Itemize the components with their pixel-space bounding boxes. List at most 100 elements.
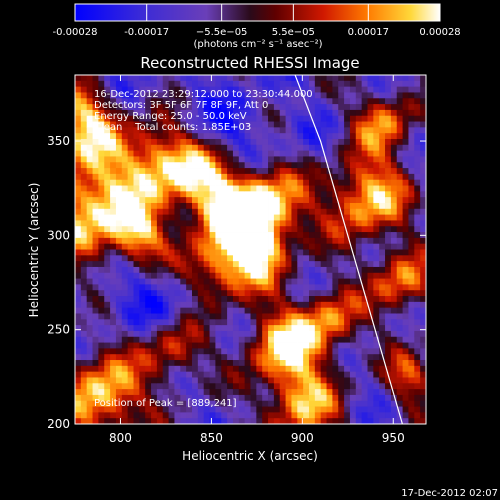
heatmap-cell — [373, 156, 380, 163]
heatmap-cell — [344, 168, 351, 175]
heatmap-cell — [227, 354, 234, 361]
heatmap-cell — [92, 162, 99, 169]
heatmap-cell — [250, 371, 257, 378]
heatmap-cell — [192, 412, 199, 419]
heatmap-cell — [338, 313, 345, 320]
heatmap-cell — [133, 383, 140, 390]
heatmap-cell — [232, 377, 240, 384]
heatmap-cell — [203, 296, 210, 303]
heatmap-cell — [180, 307, 187, 314]
heatmap-cell — [297, 185, 304, 192]
heatmap-cell — [285, 232, 292, 239]
heatmap-cell — [279, 104, 286, 111]
heatmap-cell — [279, 226, 286, 233]
heatmap-cell — [279, 330, 286, 338]
heatmap-cell — [110, 226, 117, 233]
heatmap-cell — [156, 191, 164, 198]
heatmap-cell — [326, 104, 333, 111]
heatmap-cell — [209, 92, 216, 99]
heatmap-cell — [127, 121, 134, 128]
heatmap-cell — [104, 185, 111, 192]
heatmap-cell — [379, 412, 386, 419]
heatmap-cell — [262, 377, 269, 384]
heatmap-cell — [250, 156, 257, 163]
heatmap-cell — [162, 418, 169, 424]
heatmap-cell — [262, 394, 269, 402]
heatmap-cell — [291, 138, 298, 146]
annotation-block: 16-Dec-2012 23:29:12.000 to 23:30:44.000… — [94, 89, 313, 133]
heatmap-cell — [273, 336, 281, 343]
heatmap-cell — [291, 179, 298, 186]
heatmap-cell — [139, 243, 146, 250]
heatmap-cell — [162, 360, 169, 367]
heatmap-cell — [408, 255, 415, 262]
heatmap-cell — [285, 109, 292, 117]
heatmap-cell — [139, 214, 146, 221]
heatmap-cell — [408, 278, 415, 285]
heatmap-cell — [127, 133, 134, 140]
heatmap-cell — [197, 412, 205, 419]
heatmap-cell — [209, 313, 216, 320]
heatmap-cell — [332, 104, 339, 111]
heatmap-cell — [367, 307, 374, 314]
heatmap-cell — [180, 75, 187, 82]
heatmap-cell — [390, 412, 398, 419]
heatmap-cell — [209, 121, 216, 128]
heatmap-cell — [244, 197, 251, 204]
heatmap-cell — [80, 266, 88, 274]
heatmap-cell — [115, 301, 123, 309]
heatmap-cell — [180, 389, 187, 396]
heatmap-cell — [127, 325, 134, 332]
heatmap-cell — [309, 266, 316, 274]
heatmap-cell — [309, 348, 316, 355]
heatmap-cell — [151, 168, 158, 175]
heatmap-cell — [338, 348, 345, 355]
heatmap-cell — [268, 243, 275, 250]
heatmap-cell — [110, 162, 117, 169]
heatmap-cell — [361, 296, 368, 303]
heatmap-cell — [279, 92, 286, 99]
heatmap-cell — [104, 342, 111, 349]
heatmap-cell — [192, 86, 199, 93]
heatmap-cell — [379, 261, 386, 268]
heatmap-cell — [180, 237, 187, 245]
heatmap-cell — [145, 307, 152, 314]
heatmap-cell — [396, 284, 403, 291]
heatmap-cell — [273, 342, 281, 349]
heatmap-cell — [355, 191, 363, 198]
heatmap-cell — [127, 296, 134, 303]
heatmap-cell — [326, 301, 333, 309]
heatmap-cell — [262, 418, 269, 424]
heatmap-cell — [156, 383, 164, 390]
heatmap-cell — [291, 133, 298, 140]
heatmap-cell — [367, 330, 374, 338]
heatmap-cell — [98, 336, 105, 343]
heatmap-cell — [232, 330, 240, 338]
heatmap-cell — [162, 389, 169, 396]
heatmap-cell — [168, 307, 175, 314]
heatmap-cell — [273, 266, 281, 274]
heatmap-cell — [203, 168, 210, 175]
heatmap-cell — [385, 348, 392, 355]
heatmap-cell — [75, 226, 82, 233]
heatmap-cell — [197, 179, 205, 186]
heatmap-cell — [373, 307, 380, 314]
heatmap-cell — [285, 307, 292, 314]
heatmap-cell — [291, 371, 298, 378]
heatmap-cell — [256, 138, 263, 146]
heatmap-cell — [192, 307, 199, 314]
heatmap-cell — [338, 418, 345, 424]
heatmap-cell — [197, 284, 205, 291]
heatmap-cell — [192, 261, 199, 268]
heatmap-cell — [314, 121, 322, 128]
heatmap-cell — [385, 127, 392, 134]
heatmap-cell — [133, 354, 140, 361]
heatmap-cell — [385, 156, 392, 163]
heatmap-cell — [227, 138, 234, 146]
heatmap-cell — [402, 243, 409, 250]
heatmap-cell — [367, 243, 374, 250]
heatmap-cell — [320, 226, 327, 233]
heatmap-cell — [332, 330, 339, 338]
heatmap-cell — [156, 290, 164, 297]
heatmap-cell — [110, 330, 117, 338]
